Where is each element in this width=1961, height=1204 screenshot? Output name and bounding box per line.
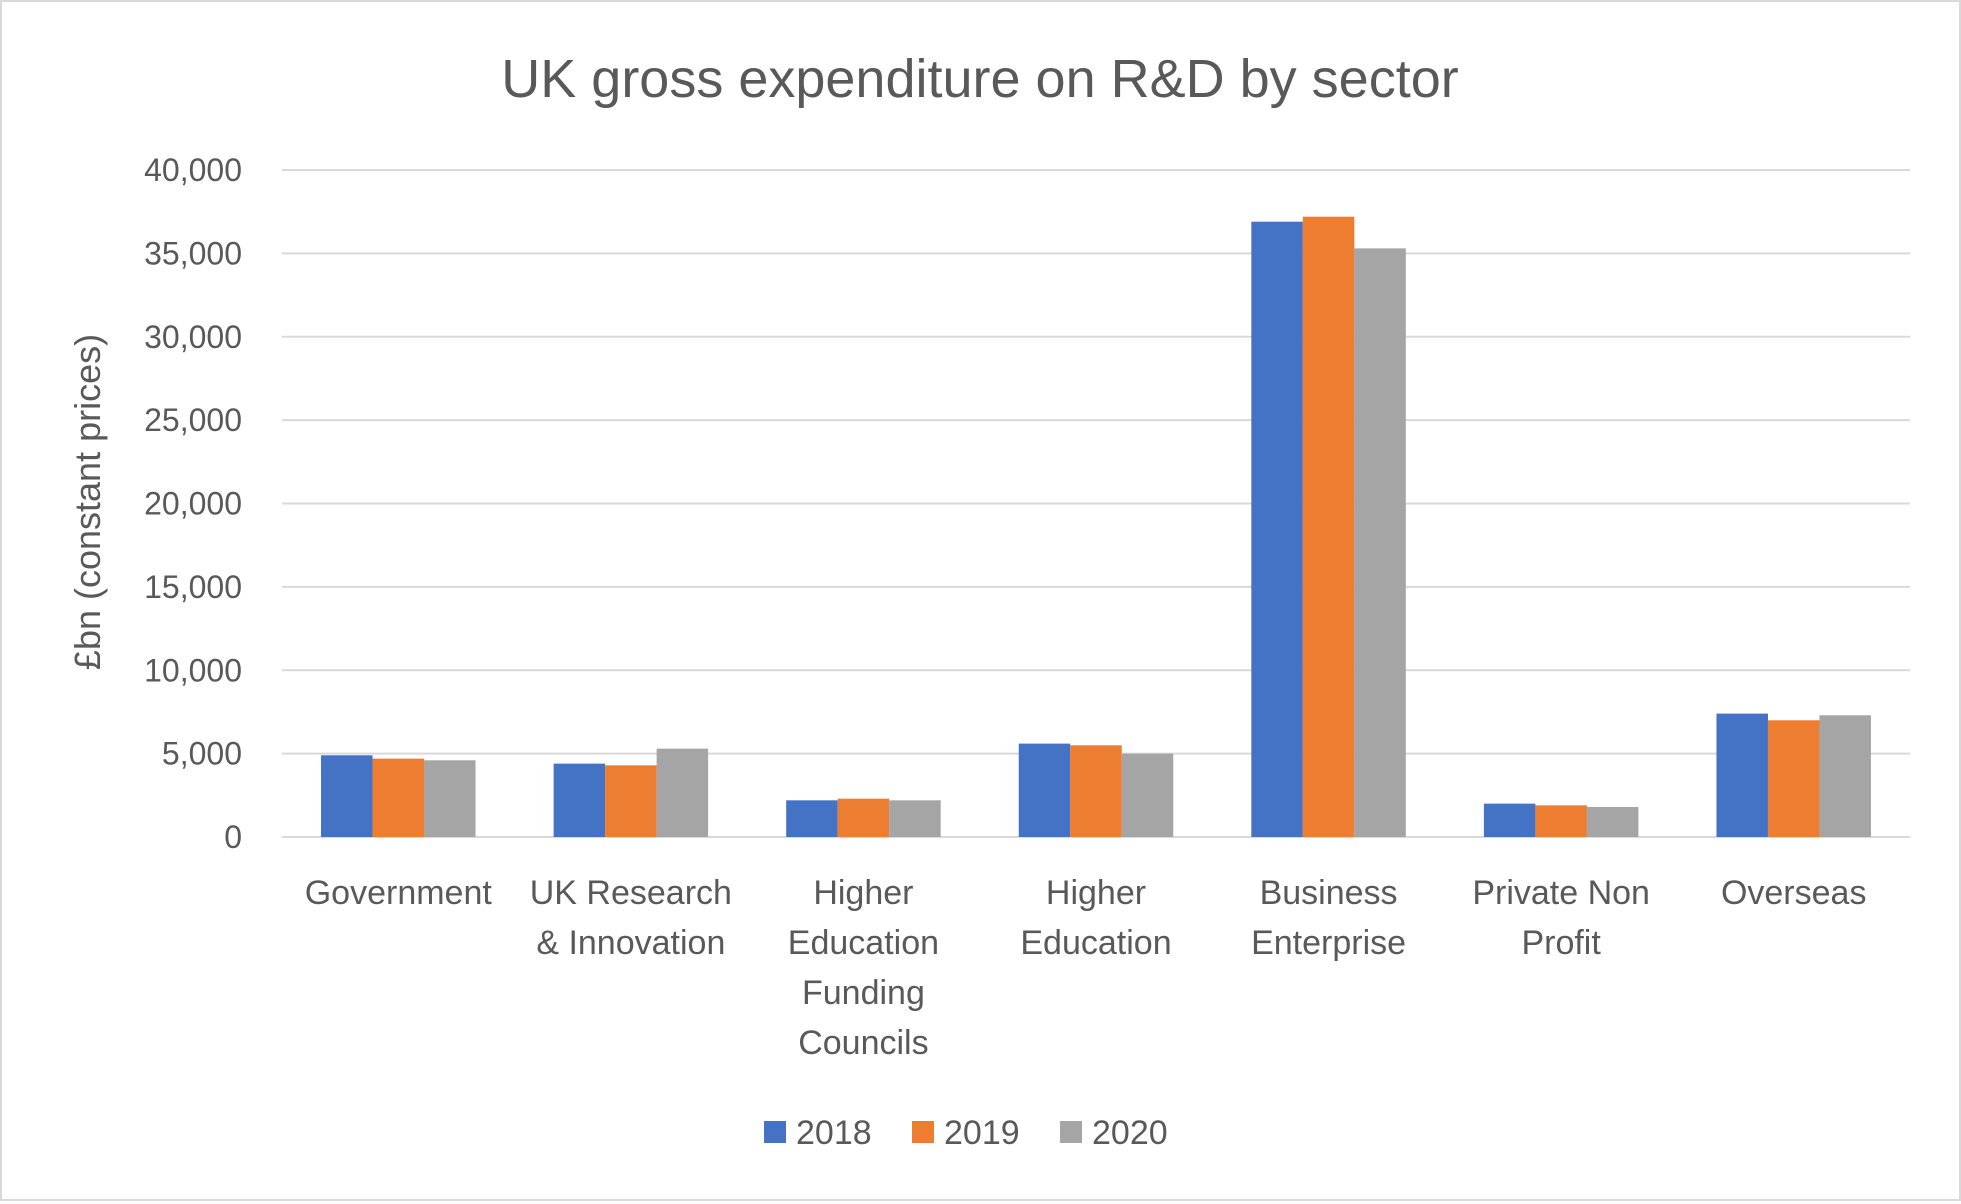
legend: 2018 2019 2020 xyxy=(764,1114,1168,1152)
y-tick-label: 0 xyxy=(224,819,242,855)
bar-2020 xyxy=(656,748,709,837)
bar-2019 xyxy=(1767,720,1820,837)
y-tick-label: 10,000 xyxy=(144,652,242,688)
bar-2020 xyxy=(424,760,476,837)
bar-2019 xyxy=(1070,745,1122,837)
legend-label-2018: 2018 xyxy=(796,1114,872,1152)
y-tick-label: 20,000 xyxy=(144,486,242,522)
gridlines xyxy=(282,169,1910,838)
bar-2018 xyxy=(553,763,606,837)
y-axis-ticks: 0 5,000 10,000 15,000 20,000 25,000 30,000 35,0… xyxy=(144,152,242,855)
y-tick-label: 35,000 xyxy=(144,235,242,271)
x-tick-label: Business Enterprise xyxy=(1251,874,1406,962)
legend-swatch-2020 xyxy=(1060,1121,1082,1143)
bar-2020 xyxy=(1819,715,1871,837)
bar-2019 xyxy=(372,758,425,837)
y-axis-label: £bn (constant prices) xyxy=(67,334,108,670)
x-axis-ticks: Government UK Research & Innovation Higher E… xyxy=(305,874,1867,1062)
bar-2018 xyxy=(786,800,838,837)
x-tick-label: Government xyxy=(305,874,493,912)
bar-2019 xyxy=(1302,216,1355,837)
legend-label-2019: 2019 xyxy=(944,1114,1020,1152)
bar-2020 xyxy=(1354,248,1406,837)
x-tick-label: Private Non Profit xyxy=(1472,874,1650,962)
x-tick-label: UK Research & Innovation xyxy=(530,874,732,962)
x-tick-label: Overseas xyxy=(1721,874,1867,912)
x-tick-label: Higher Education Funding Councils xyxy=(788,874,939,1062)
bars xyxy=(321,216,1871,837)
y-tick-label: 5,000 xyxy=(162,736,242,772)
bar-2019 xyxy=(1535,805,1587,837)
bar-2020 xyxy=(1586,806,1639,837)
bar-2018 xyxy=(321,755,373,837)
chart-title: UK gross expenditure on R&D by sector xyxy=(501,49,1458,109)
y-tick-label: 25,000 xyxy=(144,402,242,438)
bar-2018 xyxy=(1483,803,1536,837)
bar-2020 xyxy=(889,800,941,837)
bar-2019 xyxy=(837,798,890,837)
legend-swatch-2018 xyxy=(764,1121,786,1143)
legend-swatch-2019 xyxy=(912,1121,934,1143)
bar-2018 xyxy=(1251,221,1303,837)
x-tick-label: Higher Education xyxy=(1020,874,1171,962)
legend-label-2020: 2020 xyxy=(1092,1114,1168,1152)
bar-2019 xyxy=(605,765,657,837)
bar-2018 xyxy=(1716,713,1768,837)
y-tick-label: 40,000 xyxy=(144,152,242,188)
bar-2020 xyxy=(1121,753,1174,837)
y-tick-label: 30,000 xyxy=(144,319,242,355)
y-tick-label: 15,000 xyxy=(144,569,242,605)
bar-2018 xyxy=(1018,743,1071,837)
